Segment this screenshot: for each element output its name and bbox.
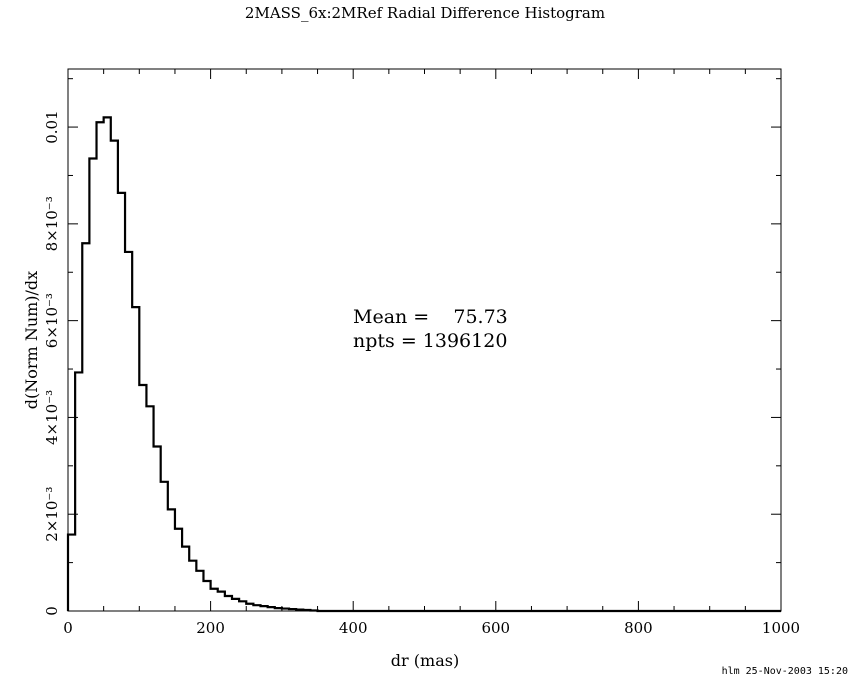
x-tick-label: 400 — [339, 619, 368, 637]
y-tick-label: 6×10⁻³ — [43, 293, 61, 348]
x-tick-label: 200 — [196, 619, 225, 637]
x-tick-label: 800 — [624, 619, 653, 637]
x-tick-label: 1000 — [762, 619, 800, 637]
x-axis-label: dr (mas) — [391, 651, 459, 670]
chart-title: 2MASS_6x:2MRef Radial Difference Histogr… — [245, 4, 605, 22]
y-tick-label: 8×10⁻³ — [43, 196, 61, 251]
footer-stamp: hlm 25-Nov-2003 15:20 — [722, 666, 848, 677]
x-tick-label: 0 — [63, 619, 73, 637]
y-tick-label: 0 — [43, 606, 61, 616]
histogram-series-line — [66, 116, 781, 613]
annotation-npts: npts = 1396120 — [353, 330, 507, 352]
y-tick-label: 0.01 — [43, 110, 61, 143]
annotation-mean: Mean = 75.73 — [353, 306, 508, 328]
x-tick-label: 600 — [481, 619, 510, 637]
y-tick-label: 2×10⁻³ — [43, 487, 61, 542]
y-tick-label: 4×10⁻³ — [43, 390, 61, 445]
y-axis-ticks: 0 2×10⁻³ 4×10⁻³ 6×10⁻³ 8×10⁻³ 0.01 — [43, 78, 781, 616]
y-axis-label: d(Norm Num)/dx — [22, 271, 41, 409]
x-axis-ticks: 0 200 400 600 800 1000 — [63, 69, 800, 637]
